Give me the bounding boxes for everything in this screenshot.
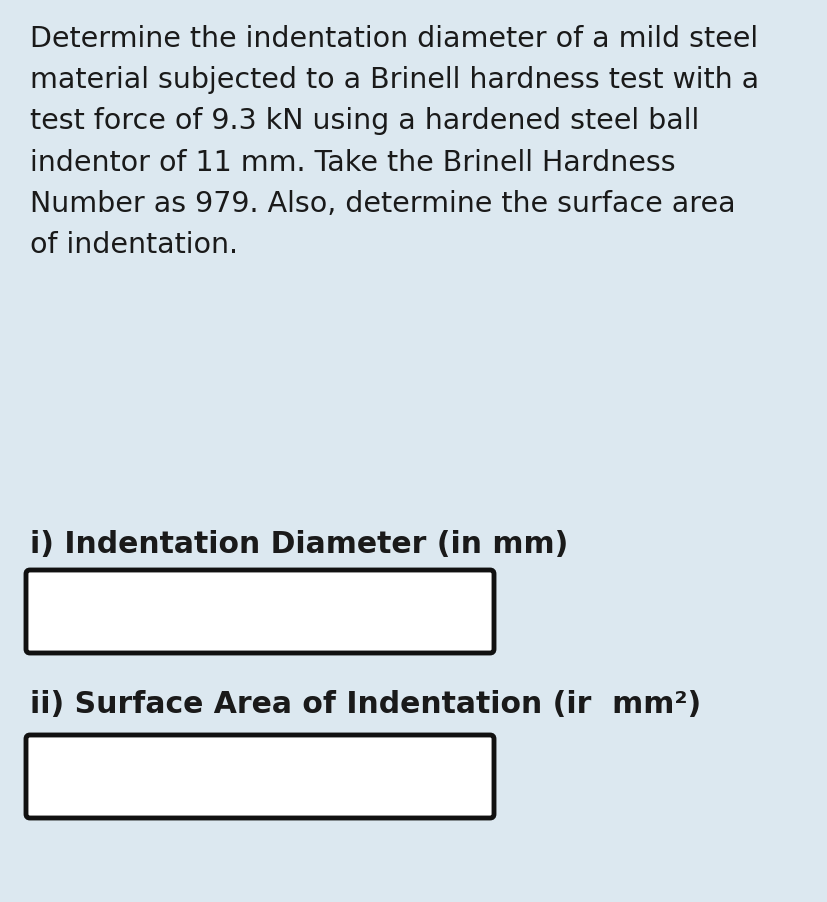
FancyBboxPatch shape (26, 570, 494, 653)
Text: Determine the indentation diameter of a mild steel
material subjected to a Brine: Determine the indentation diameter of a … (30, 25, 758, 259)
Text: ii) Surface Area of Indentation (ir  mm²): ii) Surface Area of Indentation (ir mm²) (30, 689, 700, 718)
FancyBboxPatch shape (26, 735, 494, 818)
Text: i) Indentation Diameter (in mm): i) Indentation Diameter (in mm) (30, 529, 567, 558)
